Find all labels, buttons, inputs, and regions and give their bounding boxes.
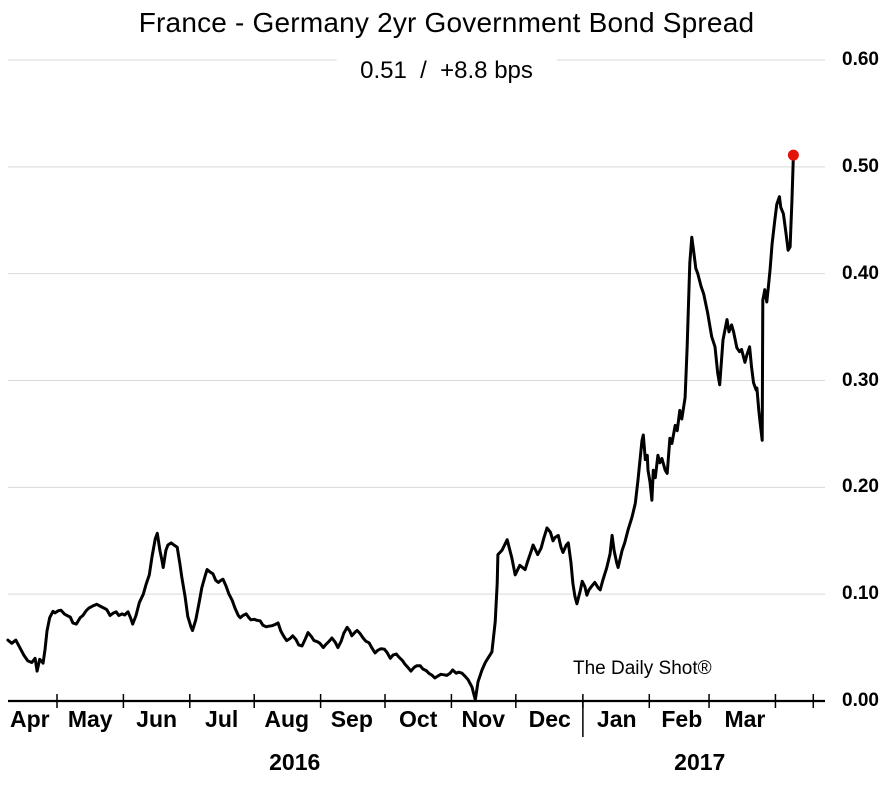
y-axis-label-0.60: 0.60 bbox=[842, 49, 879, 70]
y-axis-label-0.30: 0.30 bbox=[842, 369, 879, 391]
chart-title: France - Germany 2yr Government Bond Spr… bbox=[138, 7, 755, 38]
latest-point-marker bbox=[787, 149, 799, 161]
spread-line bbox=[6, 153, 795, 702]
y-axis-label-0.50: 0.50 bbox=[842, 155, 879, 177]
month-label-jul: Jul bbox=[205, 706, 239, 732]
month-label-nov: Nov bbox=[461, 706, 506, 732]
month-label-jan: Jan bbox=[596, 706, 637, 732]
month-label-mar: Mar bbox=[724, 706, 766, 732]
watermark: The Daily Shot® bbox=[573, 658, 712, 679]
month-label-dec: Dec bbox=[528, 706, 571, 732]
year-label-2016: 2016 bbox=[269, 749, 321, 775]
y-axis-label-0.40: 0.40 bbox=[842, 262, 879, 284]
month-label-aug: Aug bbox=[264, 706, 310, 732]
month-label-apr: Apr bbox=[9, 706, 50, 732]
chart-subtitle: 0.51 / +8.8 bps bbox=[336, 55, 557, 87]
month-label-oct: Oct bbox=[399, 706, 438, 732]
y-axis-label-0.00: 0.00 bbox=[842, 690, 879, 711]
month-label-jun: Jun bbox=[136, 706, 178, 732]
month-label-sep: Sep bbox=[330, 706, 373, 732]
month-label-feb: Feb bbox=[661, 706, 703, 732]
y-axis-label-0.20: 0.20 bbox=[842, 476, 879, 498]
month-label-may: May bbox=[67, 706, 113, 732]
y-axis-label-0.10: 0.10 bbox=[842, 583, 879, 605]
year-label-2017: 2017 bbox=[674, 749, 726, 775]
